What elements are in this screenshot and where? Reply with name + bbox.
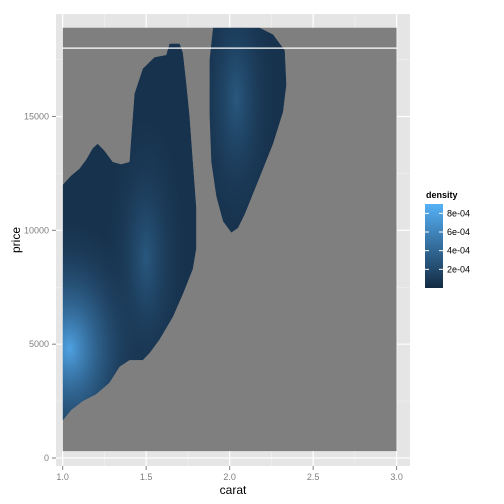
right-lobe <box>209 27 287 233</box>
x-axis-title: carat <box>220 483 247 497</box>
legend-label: 2e-04 <box>447 264 470 274</box>
legend-colorbar <box>425 204 443 288</box>
legend-label: 4e-04 <box>447 246 470 256</box>
y-tick-label: 15000 <box>24 111 49 121</box>
legend-title: density <box>426 190 458 200</box>
legend-label: 6e-04 <box>447 227 470 237</box>
density-raster <box>62 27 397 452</box>
legend-label: 8e-04 <box>447 208 470 218</box>
y-axis: 0 5000 10000 15000 <box>24 111 56 463</box>
y-tick-label: 10000 <box>24 225 49 235</box>
right-lobe-density-glow <box>209 27 279 233</box>
x-axis: 1.0 1.5 2.0 2.5 3.0 <box>56 466 403 482</box>
y-tick-label: 0 <box>44 453 49 463</box>
x-tick-label: 2.0 <box>223 472 236 482</box>
legend: density 2e-04 4e-04 6e-04 8e-04 <box>425 190 470 288</box>
y-axis-title: price <box>9 227 23 253</box>
y-tick-label: 5000 <box>29 339 49 349</box>
x-tick-label: 2.5 <box>307 472 320 482</box>
x-tick-label: 3.0 <box>390 472 403 482</box>
x-tick-label: 1.5 <box>140 472 153 482</box>
x-tick-label: 1.0 <box>56 472 69 482</box>
